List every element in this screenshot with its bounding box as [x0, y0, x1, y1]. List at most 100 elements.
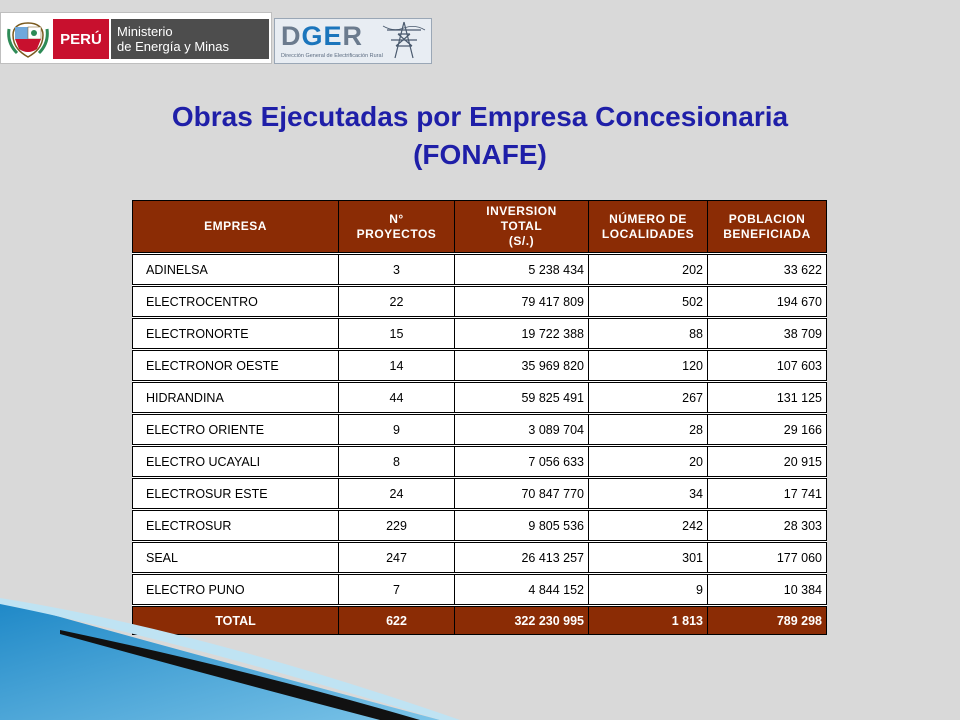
spacer-cell: [454, 412, 589, 415]
ministry-name: Ministerio de Energía y Minas: [111, 19, 269, 59]
cell-proyectos: 14: [338, 350, 455, 381]
spacer-cell: [132, 316, 339, 319]
table-row: ELECTRO UCAYALI 8 7 056 633 20 20 915: [132, 446, 827, 477]
spacer-cell: [454, 316, 589, 319]
data-table-container: EMPRESA N° PROYECTOS INVERSION TOTAL (S/…: [132, 200, 827, 635]
spacer-cell: [454, 284, 589, 287]
cell-proyectos: 7: [338, 574, 455, 605]
page-title: Obras Ejecutadas por Empresa Concesionar…: [0, 98, 960, 174]
cell-inversion: 26 413 257: [454, 542, 589, 573]
cell-empresa: HIDRANDINA: [132, 382, 339, 413]
spacer-cell: [132, 572, 339, 575]
cell-localidades: 267: [588, 382, 708, 413]
row-spacer: [132, 252, 827, 255]
spacer-cell: [707, 252, 827, 255]
cell-proyectos: 15: [338, 318, 455, 349]
header-poblacion-line-2: BENEFICIADA: [723, 226, 811, 241]
spacer-cell: [707, 444, 827, 447]
cell-localidades: 28: [588, 414, 708, 445]
spacer-cell: [132, 412, 339, 415]
spacer-cell: [338, 476, 455, 479]
spacer-cell: [338, 444, 455, 447]
spacer-cell: [707, 604, 827, 607]
table-row: ADINELSA 3 5 238 434 202 33 622: [132, 254, 827, 285]
table-row: ELECTROCENTRO 22 79 417 809 502 194 670: [132, 286, 827, 317]
spacer-cell: [588, 284, 708, 287]
ministry-line-1: Ministerio: [117, 24, 173, 39]
spacer-cell: [707, 412, 827, 415]
spacer-cell: [588, 476, 708, 479]
row-spacer: [132, 508, 827, 511]
table-row: ELECTROSUR 229 9 805 536 242 28 303: [132, 510, 827, 541]
spacer-cell: [338, 540, 455, 543]
table-row: ELECTRO PUNO 7 4 844 152 9 10 384: [132, 574, 827, 605]
spacer-cell: [132, 284, 339, 287]
cell-inversion: 35 969 820: [454, 350, 589, 381]
spacer-cell: [707, 540, 827, 543]
spacer-cell: [707, 284, 827, 287]
cell-inversion: 19 722 388: [454, 318, 589, 349]
row-spacer: [132, 284, 827, 287]
spacer-cell: [588, 348, 708, 351]
spacer-cell: [588, 604, 708, 607]
row-spacer: [132, 348, 827, 351]
spacer-cell: [707, 572, 827, 575]
decorative-swoosh: [0, 598, 460, 720]
row-spacer: [132, 316, 827, 319]
header-poblacion-line-1: POBLACION: [728, 211, 806, 226]
cell-inversion: 70 847 770: [454, 478, 589, 509]
cell-proyectos: 8: [338, 446, 455, 477]
ministry-line-2: de Energía y Minas: [117, 39, 230, 54]
cell-poblacion: 28 303: [707, 510, 827, 541]
spacer-cell: [454, 508, 589, 511]
peru-ministry-logo: PERÚ Ministerio de Energía y Minas: [0, 12, 272, 64]
coat-of-arms-icon: [7, 22, 49, 58]
spacer-cell: [454, 348, 589, 351]
row-spacer: [132, 572, 827, 575]
table-row: ELECTRONOR OESTE 14 35 969 820 120 107 603: [132, 350, 827, 381]
cell-poblacion: 29 166: [707, 414, 827, 445]
cell-localidades: 502: [588, 286, 708, 317]
spacer-cell: [132, 348, 339, 351]
row-spacer: [132, 540, 827, 543]
spacer-cell: [132, 604, 339, 607]
data-table: EMPRESA N° PROYECTOS INVERSION TOTAL (S/…: [132, 200, 827, 635]
cell-proyectos: 24: [338, 478, 455, 509]
cell-empresa: ELECTRONOR OESTE: [132, 350, 339, 381]
title-line-1: Obras Ejecutadas por Empresa Concesionar…: [171, 101, 789, 132]
spacer-cell: [707, 316, 827, 319]
spacer-cell: [338, 572, 455, 575]
cell-empresa: ELECTRONORTE: [132, 318, 339, 349]
spacer-cell: [132, 540, 339, 543]
spacer-cell: [454, 476, 589, 479]
spacer-cell: [588, 444, 708, 447]
spacer-cell: [338, 348, 455, 351]
spacer-cell: [707, 348, 827, 351]
header-inversion-line-3: (S/.): [508, 234, 535, 248]
cell-proyectos: 3: [338, 254, 455, 285]
dger-letter-r: R: [342, 21, 364, 51]
row-spacer: [132, 412, 827, 415]
spacer-cell: [132, 476, 339, 479]
cell-inversion: 3 089 704: [454, 414, 589, 445]
spacer-cell: [132, 444, 339, 447]
header-proyectos-line-1: N°: [389, 211, 404, 226]
cell-poblacion: 33 622: [707, 254, 827, 285]
cell-proyectos: 247: [338, 542, 455, 573]
spacer-cell: [707, 380, 827, 383]
cell-empresa: ELECTROCENTRO: [132, 286, 339, 317]
header-localidades: NÚMERO DE LOCALIDADES: [588, 200, 708, 253]
row-spacer: [132, 604, 827, 607]
table-total-row: TOTAL 622 322 230 995 1 813 789 298: [132, 606, 827, 635]
table-row: ELECTRONORTE 15 19 722 388 88 38 709: [132, 318, 827, 349]
header-proyectos-line-2: PROYECTOS: [356, 226, 437, 241]
spacer-cell: [588, 412, 708, 415]
spacer-cell: [588, 252, 708, 255]
cell-empresa: SEAL: [132, 542, 339, 573]
dger-logo: DGER Dirección General de Electrificació…: [274, 18, 432, 64]
spacer-cell: [132, 508, 339, 511]
cell-poblacion: 107 603: [707, 350, 827, 381]
row-spacer: [132, 476, 827, 479]
cell-empresa: ELECTROSUR: [132, 510, 339, 541]
row-spacer: [132, 380, 827, 383]
